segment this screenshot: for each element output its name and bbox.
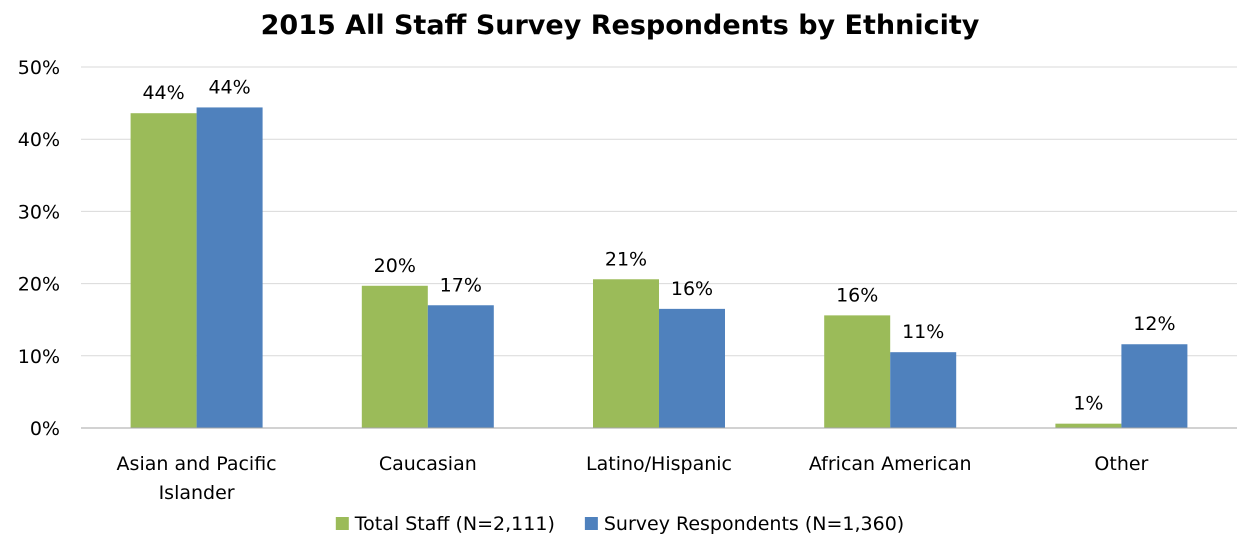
x-category-label: Caucasian [379, 453, 477, 475]
y-tick-label: 50% [18, 57, 60, 79]
data-label: 20% [374, 255, 416, 277]
y-tick-label: 20% [18, 274, 60, 296]
y-tick-label: 10% [18, 346, 60, 368]
bar [1055, 423, 1122, 428]
bar [824, 315, 891, 428]
data-labels: 44% 44% 20% 17% 21% 16% 16% 11% 1% 12% [142, 76, 1175, 414]
y-tick-label: 40% [18, 129, 60, 151]
data-label: 11% [902, 321, 944, 343]
chart-title: 2015 All Staff Survey Respondents by Eth… [261, 10, 980, 41]
x-category-label: Islander [159, 482, 235, 504]
data-label: 17% [440, 274, 482, 296]
bar [130, 113, 197, 428]
bar [427, 305, 494, 428]
y-tick-label: 30% [18, 201, 60, 223]
data-label: 1% [1073, 393, 1103, 415]
bar [196, 107, 263, 428]
x-category-label: Asian and Pacific [117, 453, 277, 475]
legend-item: Survey Respondents (N=1,360) [584, 513, 904, 535]
bar [593, 279, 659, 428]
x-axis-categories: Asian and Pacific Islander Caucasian Latino… [117, 453, 1149, 504]
bar [361, 285, 428, 428]
legend-label: Survey Respondents (N=1,360) [604, 513, 904, 535]
bar [659, 308, 725, 428]
legend-swatch [584, 517, 598, 530]
gridlines [81, 66, 1237, 357]
y-tick-label: 0% [30, 418, 60, 440]
y-axis-ticks: 0% 10% 20% 30% 40% 50% [18, 57, 60, 440]
data-label: 16% [671, 278, 713, 300]
data-label: 44% [208, 76, 250, 98]
x-category-label: Latino/Hispanic [586, 453, 732, 475]
legend: Total Staff (N=2,111) Survey Respondents … [335, 513, 904, 535]
legend-label: Total Staff (N=2,111) [354, 513, 555, 535]
x-category-label: African American [809, 453, 972, 475]
bar [1121, 344, 1188, 428]
data-label: 16% [836, 284, 878, 306]
legend-item: Total Staff (N=2,111) [335, 513, 555, 535]
data-label: 21% [605, 248, 647, 270]
data-label: 12% [1133, 313, 1175, 335]
legend-swatch [335, 517, 349, 530]
x-category-label: Other [1094, 453, 1148, 475]
data-label: 44% [142, 82, 184, 104]
bar [890, 352, 957, 428]
bars [130, 107, 1188, 428]
